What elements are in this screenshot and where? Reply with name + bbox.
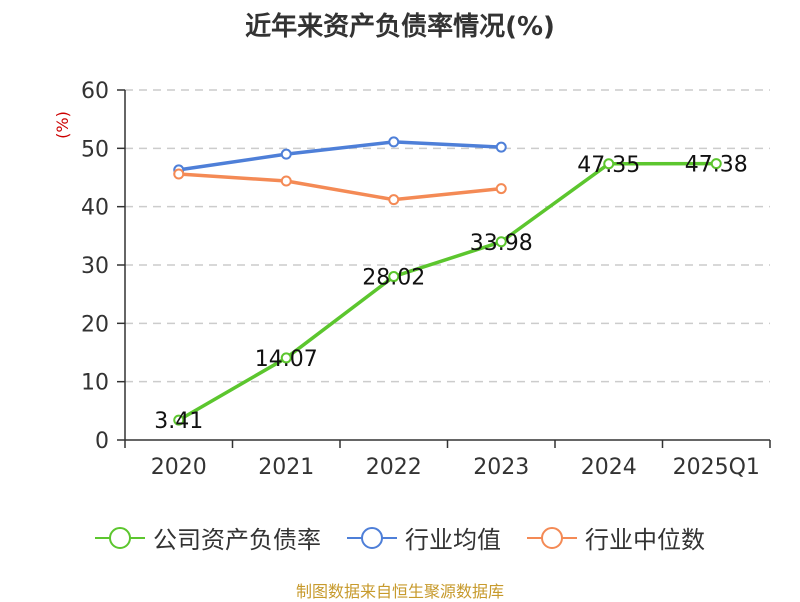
data-label-2024: 47.35 (577, 153, 640, 178)
y-tick-label-10: 10 (81, 371, 109, 396)
y-tick-label-0: 0 (95, 429, 109, 454)
grid-lines (125, 89, 770, 383)
data-label-2023: 33.98 (470, 231, 533, 256)
source-note: 制图数据来自恒生聚源数据库 (295, 582, 504, 601)
y-axis-label: (%) (53, 111, 72, 139)
chart-title: 近年来资产负债率情况(%) (245, 12, 555, 42)
point-0-2022 (388, 271, 400, 283)
point-0-2024 (603, 158, 615, 170)
series-line-0 (177, 161, 717, 422)
legend-item-industry-median[interactable]: 行业中位数 (527, 520, 705, 555)
series-group (173, 136, 722, 426)
point-1-2022 (388, 136, 400, 148)
legend-label-company: 公司资产负债率 (153, 526, 321, 554)
x-tick-label-2025Q1: 2025Q1 (673, 455, 760, 480)
series-line-1 (178, 140, 502, 172)
legend-label-industry-mean: 行业均值 (405, 526, 501, 554)
data-labels: 3.41 14.07 28.02 33.98 47.35 47.38 (154, 153, 747, 434)
series-line-2 (178, 172, 502, 202)
point-0-2025Q1 (710, 158, 722, 170)
point-2-2020 (173, 168, 185, 180)
point-1-2023 (495, 141, 507, 153)
y-tick-label-40: 40 (81, 196, 109, 221)
legend: 公司资产负债率 行业均值 行业中位数 (0, 520, 800, 555)
point-0-2020 (173, 414, 185, 426)
y-tick-label-30: 30 (81, 254, 109, 279)
legend-item-company[interactable]: 公司资产负债率 (95, 520, 321, 555)
y-tick-label-50: 50 (81, 137, 109, 162)
legend-swatch-industry-median (527, 526, 577, 550)
data-label-2022: 28.02 (362, 266, 425, 291)
legend-label-industry-median: 行业中位数 (585, 526, 705, 554)
x-tick-label-2024: 2024 (581, 455, 637, 480)
point-0-2021 (280, 352, 292, 364)
point-2-2022 (388, 194, 400, 206)
point-0-2023 (495, 236, 507, 248)
y-tick-label-60: 60 (81, 79, 109, 104)
y-tick-label-20: 20 (81, 312, 109, 337)
x-tick-label-2023: 2023 (473, 455, 529, 480)
x-tick-label-2022: 2022 (366, 455, 422, 480)
point-2-2023 (495, 183, 507, 195)
legend-item-industry-mean[interactable]: 行业均值 (347, 520, 501, 555)
point-2-2021 (280, 175, 292, 187)
legend-swatch-company (95, 526, 145, 550)
data-label-2020: 3.41 (154, 409, 203, 434)
axes: 0 10 20 30 40 50 60 2020 2021 2022 2023 2024 2025Q1 (… (53, 79, 771, 480)
x-tick-label-2020: 2020 (151, 455, 207, 480)
data-label-2025Q1: 47.38 (685, 153, 748, 178)
x-tick-label-2021: 2021 (258, 455, 314, 480)
data-label-2021: 14.07 (255, 347, 318, 372)
point-1-2021 (280, 148, 292, 160)
legend-swatch-industry-mean (347, 526, 397, 550)
